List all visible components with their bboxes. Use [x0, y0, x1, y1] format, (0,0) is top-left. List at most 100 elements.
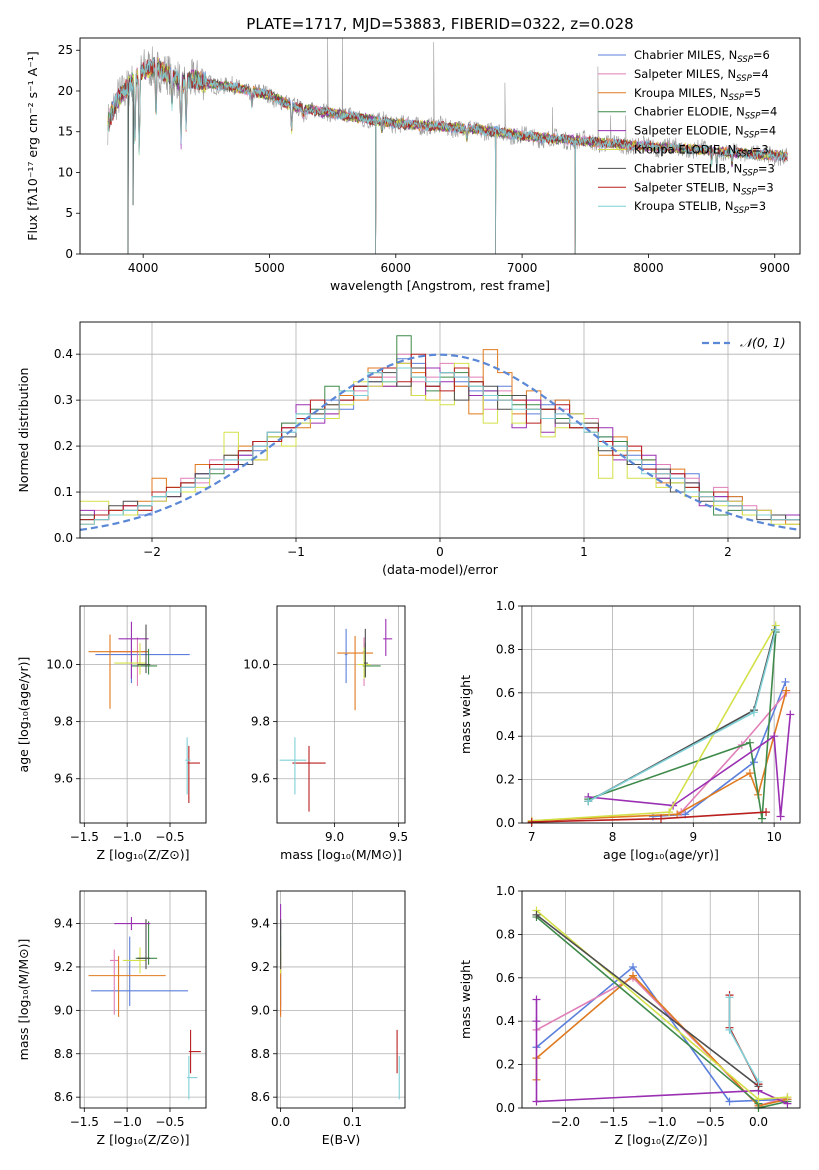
errorbar-point-chabrier-stelib [364, 628, 368, 678]
age-vs-Z-y-tick-label: 10.0 [46, 658, 73, 672]
mass-weight-vs-Z-x-tick-label: −0.5 [696, 1115, 725, 1129]
age-vs-Z-x-tick-label: −0.5 [155, 830, 184, 844]
mass-vs-EBV-frame [276, 890, 406, 1109]
spectrum-y-tick-label: 5 [65, 206, 73, 220]
residual-histogram-xlabel: (data-model)/error [382, 562, 499, 577]
errorbar-point-chabrier-miles [91, 936, 188, 1007]
age-vs-mass-axes: 9.0 9.5 9.6 9.8 10.0 mass [log₁₀(M/M⊙)] [243, 606, 408, 862]
mass-vs-EBV-y-tick-label: 8.6 [251, 1090, 270, 1104]
mass-vs-Z-xlabel: Z [log₁₀(Z/Z⊙)] [97, 1132, 190, 1147]
age-vs-Z-frame [79, 605, 207, 824]
mass-weight-marker-kroupa-stelib [584, 797, 593, 806]
mass-weight-vs-age-axes: 7 8 9 10 0.0 0.2 0.4 0.6 0.8 1.0 age [log₁₀(age/yr… [458, 599, 800, 862]
age-vs-mass-x-tick-label: 9.5 [389, 830, 408, 844]
errorbar-point-kroupa-stelib [187, 1055, 198, 1100]
mass-weight-marker-chabrier-elodie [745, 738, 754, 747]
residual-histogram-x-tick-label: −1 [287, 545, 305, 559]
age-vs-mass-frame [276, 605, 406, 824]
mass-weight-marker-kroupa-elodie [665, 808, 674, 817]
mass-weight-vs-age-y-tick-label: 0.0 [496, 816, 515, 830]
mass-weight-vs-age-y-tick-label: 0.2 [496, 773, 515, 787]
spectrum-y-tick-label: 20 [58, 84, 73, 98]
spectrum-ylabel: Flux [fλ10⁻¹⁷ erg cm⁻² s⁻¹ A⁻¹] [25, 51, 40, 240]
spectrum-x-tick-label: 7000 [507, 261, 538, 275]
legend-label-kroupa-stelib: Kroupa STELIB, NSSP=3 [634, 199, 766, 216]
age-vs-Z-ylabel: age [log₁₀(age/yr)] [16, 657, 31, 773]
model-spectrum-kroupa-stelib [107, 57, 788, 254]
mass-weight-marker-salpeter-elodie [776, 812, 785, 821]
residual-histogram-frame [79, 321, 801, 539]
age-vs-Z-y-tick-label: 9.8 [54, 715, 73, 729]
spectrum-legend: Chabrier MILES, NSSP=6 Salpeter MILES, NS… [598, 48, 777, 216]
errorbar-point-chabrier-miles [344, 628, 348, 684]
mass-weight-vs-Z-x-tick-label: −1.5 [599, 1115, 628, 1129]
mass-vs-EBV-xlabel: E(B-V) [322, 1132, 361, 1147]
mass-weight-vs-Z-x-tick-label: 0.0 [749, 1115, 768, 1129]
mass-weight-vs-age-y-tick-label: 0.6 [496, 686, 515, 700]
mass-weight-vs-Z-ylabel: mass weight [458, 960, 473, 1039]
residual-histogram-y-tick-label: 0.3 [54, 393, 73, 407]
mass-weight-vs-age-frame [521, 605, 801, 824]
residual-histogram-y-tick-label: 0.4 [54, 347, 73, 361]
mass-vs-Z-y-tick-label: 9.4 [54, 917, 73, 931]
mass-weight-vs-age-y-tick-label: 0.4 [496, 729, 515, 743]
mass-vs-EBV-y-tick-label: 9.4 [251, 917, 270, 931]
errorbar-point-salpeter-stelib [292, 745, 326, 812]
spectrum-x-tick-label: 9000 [759, 261, 790, 275]
age-vs-mass-y-tick-label: 9.8 [251, 715, 270, 729]
spectrum-y-tick-label: 0 [65, 247, 73, 261]
mass-vs-EBV-y-tick-label: 9.0 [251, 1003, 270, 1017]
spectrum-frame [79, 37, 801, 255]
mass-weight-marker-chabrier-elodie [758, 814, 767, 823]
spectrum-y-tick-label: 15 [58, 125, 73, 139]
mass-weight-marker-kroupa-elodie [754, 1095, 763, 1104]
mass-weight-vs-Z-x-tick-label: −2.0 [551, 1115, 580, 1129]
spectrum-y-tick-label: 10 [58, 165, 73, 179]
mass-vs-EBV-y-tick-label: 8.8 [251, 1047, 270, 1061]
mass-weight-vs-age-x-tick-label: 9 [690, 830, 698, 844]
mass-weight-marker-salpeter-elodie [770, 732, 779, 741]
errorbar-point-chabrier-stelib [137, 624, 151, 674]
errorbar-point-kroupa-elodie [122, 947, 146, 974]
mass-vs-Z-x-tick-label: −1.0 [113, 1115, 142, 1129]
residual-histogram-y-tick-label: 0.0 [54, 531, 73, 545]
errorbar-point-salpeter-elodie [383, 618, 393, 656]
mass-weight-marker-kroupa-stelib [725, 1025, 734, 1034]
residual-histogram-x-tick-label: 1 [580, 545, 588, 559]
errorbar-point-salpeter-elodie [118, 621, 149, 679]
mass-weight-marker-kroupa-stelib [754, 1077, 763, 1086]
errorbar-point-salpeter-elodie [114, 917, 151, 931]
mass-weight-marker-chabrier-miles [725, 1097, 734, 1106]
residual-histogram-x-tick-label: 2 [724, 545, 732, 559]
mass-vs-EBV-x-tick-label: 0.0 [271, 1115, 290, 1129]
residual-histogram-x-tick-label: 0 [436, 545, 444, 559]
mass-weight-line-kroupa-elodie [531, 625, 777, 822]
errorbar-point-kroupa-stelib [185, 737, 191, 795]
legend-label-kroupa-miles: Kroupa MILES, NSSP=5 [634, 86, 761, 103]
legend-label-chabrier-elodie: Chabrier ELODIE, NSSP=4 [634, 105, 777, 122]
errorbar-point-kroupa-miles [88, 956, 166, 1017]
mass-weight-marker-salpeter-elodie [532, 1017, 541, 1026]
legend-label-kroupa-elodie: Kroupa ELODIE, NSSP=3 [634, 143, 769, 160]
legend-label-salpeter-miles: Salpeter MILES, NSSP=4 [634, 67, 769, 84]
mass-weight-marker-chabrier-miles [781, 677, 790, 686]
mass-weight-marker-kroupa-stelib [749, 708, 758, 717]
residual-histogram-x-tick-label: −2 [143, 545, 161, 559]
mass-weight-vs-Z-frame [521, 890, 801, 1109]
mass-weight-line-salpeter-stelib [728, 995, 760, 1085]
figure-title: PLATE=1717, MJD=53883, FIBERID=0322, z=0… [246, 15, 633, 33]
mass-weight-marker-salpeter-elodie [532, 1097, 541, 1106]
mass-weight-vs-Z-y-tick-label: 0.0 [496, 1101, 515, 1115]
legend-label-salpeter-stelib: Salpeter STELIB, NSSP=3 [634, 180, 774, 197]
mass-weight-vs-Z-y-tick-label: 0.6 [496, 971, 515, 985]
errorbar-point-kroupa-miles [88, 634, 149, 709]
age-vs-mass-y-tick-label: 10.0 [243, 658, 270, 672]
gaussian-curve [79, 353, 801, 531]
mass-weight-marker-kroupa-elodie [783, 1093, 792, 1102]
mass-vs-Z-y-tick-label: 8.8 [54, 1047, 73, 1061]
errorbar-point-chabrier-stelib [137, 919, 151, 970]
mass-vs-EBV-x-tick-label: 0.1 [343, 1115, 362, 1129]
mass-vs-Z-x-tick-label: −0.5 [155, 1115, 184, 1129]
mass-weight-line-kroupa-stelib [728, 997, 760, 1083]
